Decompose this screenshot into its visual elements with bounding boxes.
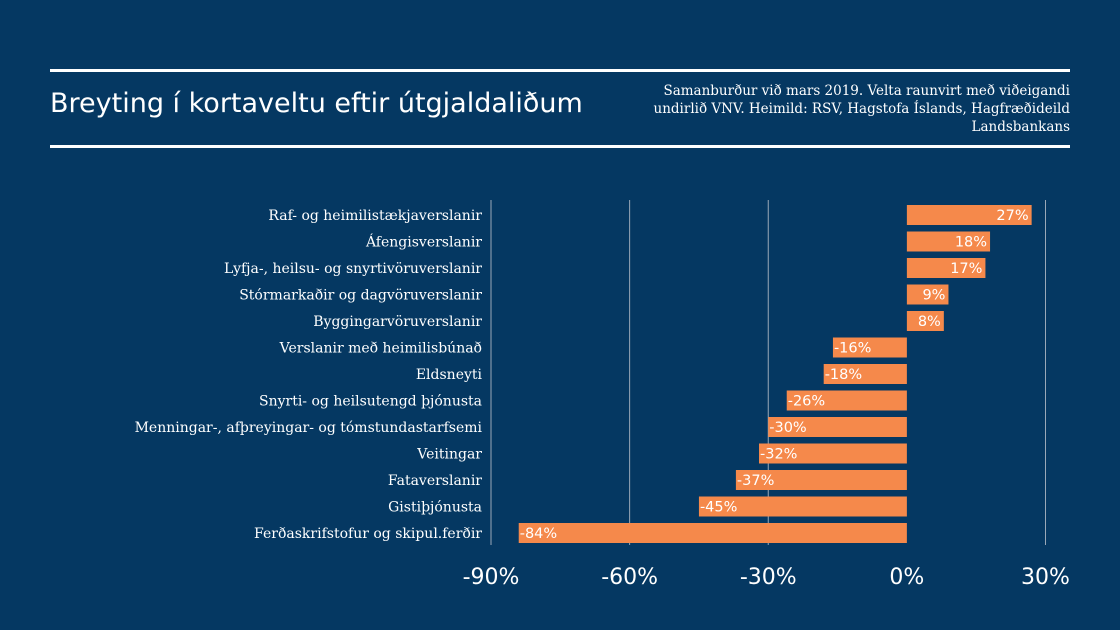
- x-tick-label: -60%: [601, 565, 658, 590]
- chart-subtitle: Samanburður við mars 2019. Velta raunvir…: [653, 83, 1070, 135]
- data-label: -84%: [520, 526, 557, 542]
- data-label: -32%: [760, 447, 797, 463]
- category-label: Menningar-, afþreyingar- og tómstundasta…: [135, 420, 483, 436]
- category-label: Lyfja-, heilsu- og snyrtivöruverslanir: [224, 261, 482, 277]
- category-label: Verslanir með heimilisbúnað: [279, 341, 482, 357]
- bar: [906, 231, 991, 252]
- category-label: Áfengisverslanir: [365, 233, 482, 251]
- x-tick-label: 30%: [1021, 565, 1070, 590]
- bar: [786, 390, 907, 411]
- category-label: Raf- og heimilistækjaverslanir: [268, 208, 482, 224]
- bar: [906, 311, 944, 331]
- category-label: Gistiþjónusta: [388, 500, 482, 516]
- data-label: 17%: [950, 261, 982, 277]
- bar: [759, 443, 907, 464]
- data-label: 9%: [922, 288, 945, 304]
- bar: [823, 364, 907, 384]
- x-tick-label: -90%: [463, 565, 520, 590]
- data-label: 8%: [918, 314, 941, 330]
- data-label: -30%: [769, 420, 806, 436]
- chart-title: Breyting í kortaveltu eftir útgjaldaliðu…: [50, 88, 583, 119]
- category-label: Byggingarvöruverslanir: [313, 314, 482, 330]
- data-label: -18%: [825, 367, 862, 383]
- category-label: Veitingar: [416, 447, 482, 463]
- bar: [698, 496, 907, 517]
- category-label: Eldsneyti: [416, 367, 483, 383]
- bar: [832, 337, 907, 358]
- data-label: -16%: [834, 341, 871, 357]
- bar: [906, 284, 949, 305]
- bar: [906, 205, 1032, 225]
- x-tick-label: 0%: [889, 565, 924, 590]
- data-label: -26%: [788, 394, 825, 410]
- category-label: Ferðaskrifstofur og skipul.ferðir: [254, 526, 482, 542]
- bar: [518, 523, 907, 543]
- bar: [768, 417, 907, 437]
- x-tick-label: -30%: [740, 565, 797, 590]
- data-label: -37%: [737, 473, 774, 489]
- data-label: -45%: [700, 500, 737, 516]
- bar: [735, 470, 907, 490]
- data-label: 18%: [955, 235, 987, 251]
- category-label: Snyrti- og heilsutengd þjónusta: [259, 394, 482, 410]
- bar: [906, 258, 986, 278]
- bottom-rule: [50, 145, 1070, 148]
- top-rule: [50, 69, 1070, 72]
- category-label: Stórmarkaðir og dagvöruverslanir: [239, 288, 482, 304]
- category-label: Fataverslanir: [388, 473, 482, 489]
- data-label: 27%: [996, 208, 1028, 224]
